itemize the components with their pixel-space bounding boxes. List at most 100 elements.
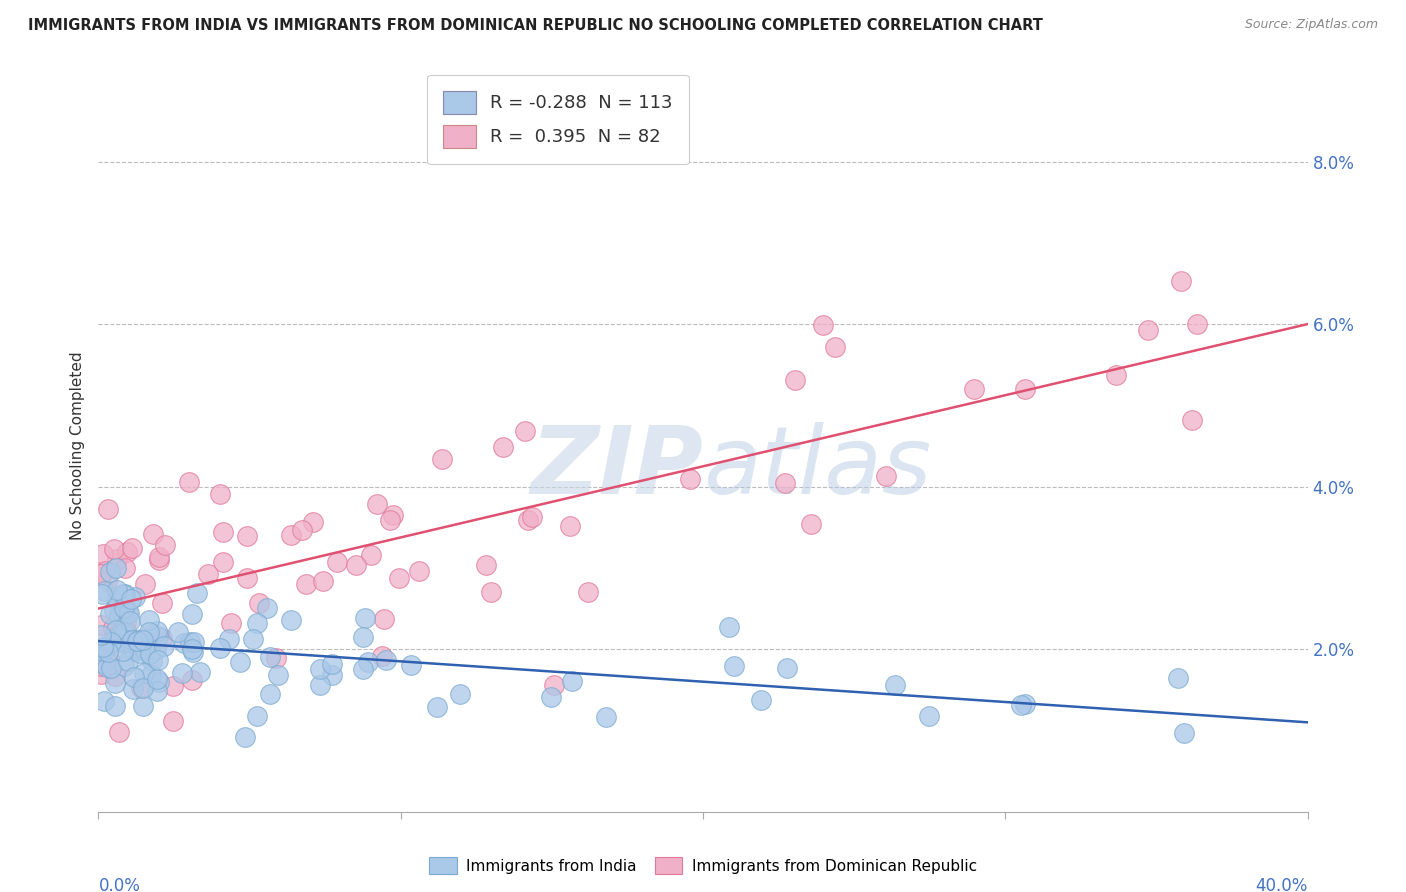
Point xyxy=(1014,382,1036,396)
Point xyxy=(125,633,148,648)
Point xyxy=(96,574,118,588)
Point xyxy=(150,596,173,610)
Point xyxy=(520,509,543,524)
Point xyxy=(90,666,112,681)
Point xyxy=(146,653,169,667)
Point xyxy=(595,709,617,723)
Point xyxy=(246,615,269,630)
Point xyxy=(824,340,846,354)
Point xyxy=(576,585,599,599)
Point xyxy=(229,655,252,669)
Point xyxy=(90,657,112,671)
Point xyxy=(280,613,302,627)
Point xyxy=(256,601,278,615)
Point xyxy=(105,560,128,574)
Point xyxy=(373,612,395,626)
Point xyxy=(117,654,139,668)
Point xyxy=(181,673,204,687)
Point xyxy=(146,629,169,643)
Point xyxy=(517,513,540,527)
Point xyxy=(356,655,378,669)
Point xyxy=(141,654,163,668)
Point xyxy=(246,709,269,723)
Point xyxy=(211,556,233,570)
Point xyxy=(247,596,270,610)
Point xyxy=(679,472,702,486)
Point xyxy=(800,516,823,531)
Point xyxy=(382,508,405,522)
Point xyxy=(104,675,127,690)
Point xyxy=(124,590,146,604)
Point xyxy=(884,678,907,692)
Point xyxy=(111,586,134,600)
Point xyxy=(138,625,160,640)
Point xyxy=(138,613,160,627)
Point xyxy=(155,539,177,553)
Point xyxy=(1014,697,1036,711)
Point xyxy=(366,497,388,511)
Point xyxy=(353,610,375,624)
Point xyxy=(291,523,314,537)
Point xyxy=(188,665,211,680)
Point xyxy=(115,624,138,638)
Point xyxy=(112,635,135,649)
Text: 40.0%: 40.0% xyxy=(1256,877,1308,892)
Point xyxy=(107,608,129,623)
Point xyxy=(150,631,173,645)
Point xyxy=(139,648,162,662)
Point xyxy=(1173,726,1195,740)
Point xyxy=(90,628,112,642)
Point xyxy=(360,548,382,562)
Point xyxy=(963,383,986,397)
Text: IMMIGRANTS FROM INDIA VS IMMIGRANTS FROM DOMINICAN REPUBLIC NO SCHOOLING COMPLET: IMMIGRANTS FROM INDIA VS IMMIGRANTS FROM… xyxy=(28,18,1043,33)
Point xyxy=(309,678,332,692)
Point xyxy=(104,699,127,714)
Point xyxy=(148,549,170,564)
Point xyxy=(93,584,115,599)
Text: ZIP: ZIP xyxy=(530,422,703,514)
Point xyxy=(321,667,343,681)
Point xyxy=(117,606,139,620)
Legend: Immigrants from India, Immigrants from Dominican Republic: Immigrants from India, Immigrants from D… xyxy=(423,851,983,880)
Point xyxy=(449,687,471,701)
Point xyxy=(98,651,121,665)
Point xyxy=(718,620,741,634)
Point xyxy=(103,541,125,556)
Point xyxy=(186,586,208,600)
Point xyxy=(121,633,143,648)
Point xyxy=(875,469,897,483)
Point xyxy=(388,571,411,585)
Point xyxy=(111,643,134,657)
Point xyxy=(326,555,349,569)
Point xyxy=(91,547,114,561)
Point xyxy=(148,674,170,689)
Point xyxy=(105,551,128,566)
Point xyxy=(208,486,231,500)
Point xyxy=(100,634,122,648)
Point xyxy=(236,571,259,585)
Point xyxy=(166,624,188,639)
Point xyxy=(408,564,430,578)
Point xyxy=(118,615,141,629)
Point xyxy=(91,587,114,601)
Point xyxy=(142,527,165,541)
Point xyxy=(134,577,156,591)
Point xyxy=(352,630,374,644)
Point xyxy=(236,529,259,543)
Point xyxy=(479,584,502,599)
Point xyxy=(101,621,124,635)
Point xyxy=(352,662,374,676)
Point xyxy=(103,633,125,648)
Point xyxy=(1167,671,1189,685)
Point xyxy=(219,616,242,631)
Point xyxy=(783,373,806,387)
Point xyxy=(242,632,264,646)
Point xyxy=(374,652,396,666)
Point xyxy=(132,665,155,680)
Point xyxy=(90,566,112,581)
Point xyxy=(148,553,170,567)
Point xyxy=(399,657,422,672)
Point xyxy=(426,700,449,714)
Point xyxy=(118,606,141,620)
Point xyxy=(723,659,745,673)
